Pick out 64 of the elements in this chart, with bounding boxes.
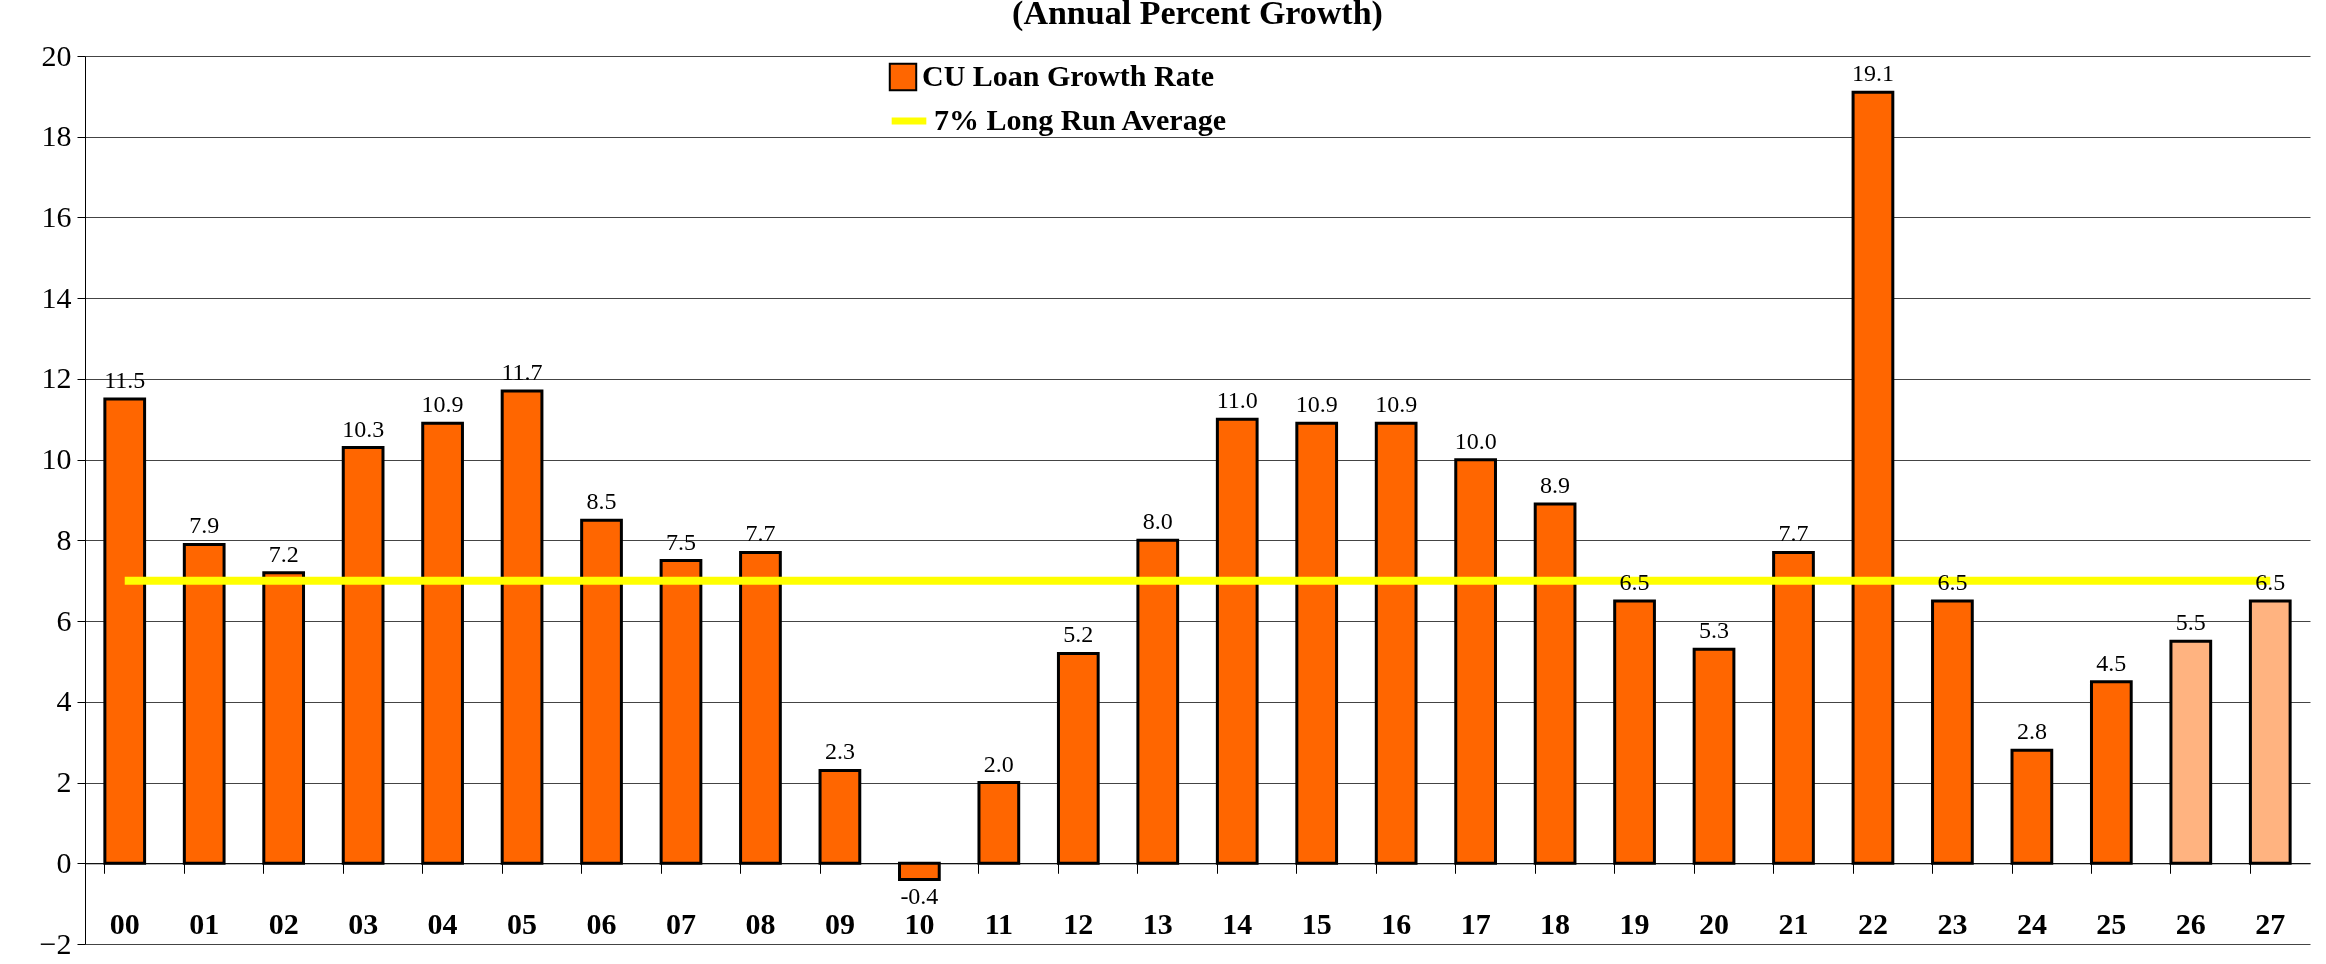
x-tick-label: 09 (824, 906, 855, 940)
x-tick-label: 01 (189, 906, 220, 940)
data-label: 7.7 (745, 520, 776, 547)
x-tick-label: 19 (1619, 906, 1650, 940)
x-tick-label: 03 (348, 906, 379, 940)
x-tick-label: 18 (1540, 906, 1571, 940)
y-tick-label: 20 (41, 38, 72, 72)
data-label: 2.0 (983, 750, 1014, 777)
x-tick-label: 14 (1222, 906, 1253, 940)
data-label: 7.9 (189, 512, 220, 539)
x-tick-label: 26 (2175, 906, 2206, 940)
x-tick-label: 08 (745, 906, 776, 940)
x-tick-label: 24 (2016, 906, 2047, 940)
x-tick-label: 02 (268, 906, 299, 940)
data-label: 6.5 (2255, 568, 2286, 595)
chart-title: (Annual Percent Growth) (1012, 0, 1383, 32)
legend-label: CU Loan Growth Rate (922, 59, 1214, 92)
y-tick-label: 18 (41, 119, 72, 153)
x-tick-label: 22 (1857, 906, 1888, 940)
data-label: 2.3 (824, 738, 855, 765)
x-tick-label: 06 (586, 906, 617, 940)
x-tick-label: 15 (1301, 906, 1332, 940)
y-tick-label: 14 (41, 280, 72, 314)
data-label: 10.0 (1454, 427, 1497, 454)
x-tick-label: 17 (1460, 906, 1491, 940)
data-label: 8.9 (1540, 472, 1571, 499)
data-label: 11.0 (1216, 387, 1258, 414)
data-label: 8.5 (586, 488, 617, 515)
y-tick-label: 16 (41, 199, 72, 233)
data-label: 10.3 (342, 415, 385, 442)
x-tick-label: 16 (1381, 906, 1412, 940)
y-tick-label: 0 (56, 845, 72, 879)
x-tick-label: 23 (1937, 906, 1968, 940)
x-tick-label: 05 (507, 906, 538, 940)
data-label: 5.2 (1063, 621, 1094, 648)
data-label: 7.7 (1778, 520, 1809, 547)
data-label: 8.0 (1142, 508, 1173, 535)
data-label: 7.2 (268, 540, 299, 567)
x-tick-label: 12 (1063, 906, 1094, 940)
x-tick-label: 11 (984, 906, 1014, 940)
x-tick-label: 27 (2255, 906, 2286, 940)
y-tick-label: 12 (41, 361, 72, 395)
x-tick-label: 07 (665, 906, 696, 940)
y-tick-label: −2 (39, 926, 72, 960)
x-tick-label: 13 (1142, 906, 1173, 940)
x-tick-label: 20 (1699, 906, 1730, 940)
legend-label: 7% Long Run Average (934, 103, 1226, 136)
x-tick-label: 21 (1778, 906, 1809, 940)
data-label: 10.9 (1375, 391, 1418, 418)
y-tick-label: 8 (56, 522, 72, 556)
x-tick-label: 00 (109, 906, 140, 940)
y-tick-label: 2 (56, 765, 72, 799)
y-tick-label: 4 (56, 684, 72, 718)
y-tick-label: 10 (41, 442, 72, 476)
data-label: 5.3 (1699, 617, 1730, 644)
data-label: 10.9 (421, 391, 464, 418)
x-tick-label: 25 (2096, 906, 2127, 940)
data-label: 4.5 (2096, 649, 2127, 676)
data-label: 10.9 (1295, 391, 1338, 418)
data-label: 19.1 (1851, 60, 1894, 87)
x-tick-label: 04 (427, 906, 458, 940)
data-label: 2.8 (2016, 718, 2047, 745)
y-tick-label: 6 (56, 603, 72, 637)
data-label: 11.7 (501, 359, 543, 386)
